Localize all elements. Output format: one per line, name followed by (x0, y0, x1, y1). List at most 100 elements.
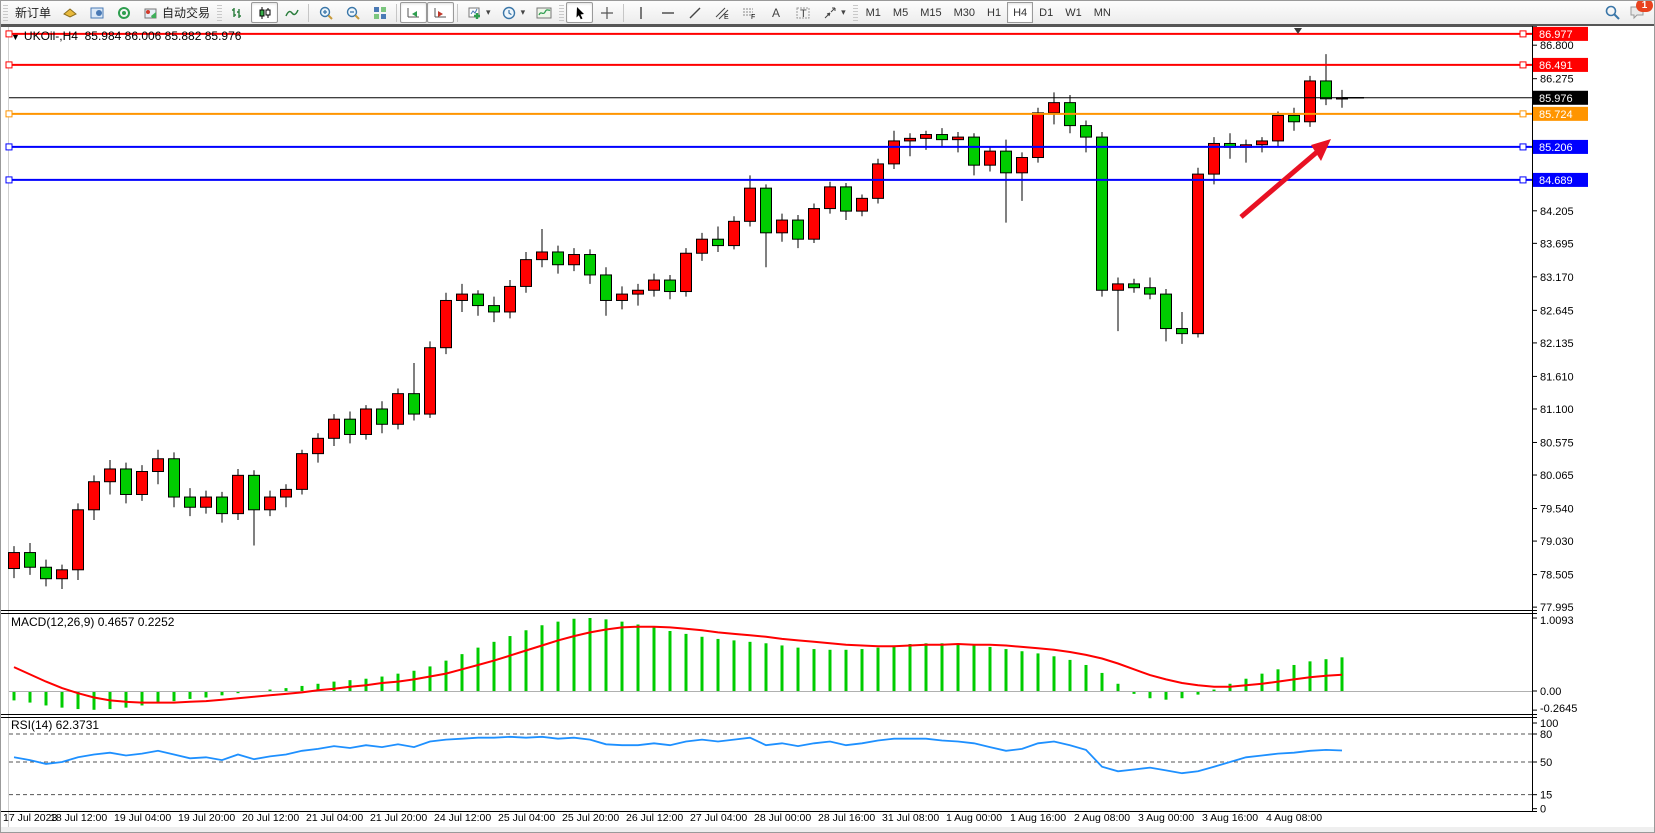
candle-bullish[interactable] (312, 437, 324, 455)
market-watch-button[interactable] (56, 2, 83, 23)
new-order-button[interactable]: 新订单 (10, 2, 56, 23)
signals-button[interactable] (110, 2, 137, 23)
candle-bullish[interactable] (1272, 114, 1284, 142)
candle-bullish[interactable] (616, 293, 628, 301)
candle-bearish[interactable] (472, 293, 484, 307)
candle-bullish[interactable] (504, 285, 516, 313)
candle-bullish[interactable] (296, 453, 308, 490)
candle-bullish[interactable] (680, 252, 692, 293)
timeframe-h4[interactable]: H4 (1007, 2, 1034, 23)
candle-bullish[interactable] (424, 347, 436, 415)
arrows-button[interactable]: ▾ (816, 2, 851, 23)
zoom-in-button[interactable] (312, 2, 339, 23)
candle-bullish[interactable] (200, 496, 212, 508)
toolbar-grip[interactable] (852, 4, 858, 21)
candle-bullish[interactable] (104, 468, 116, 483)
candle-bullish[interactable] (824, 186, 836, 210)
candle-bearish[interactable] (584, 254, 596, 276)
candle-bullish[interactable] (1192, 173, 1204, 335)
level-drag-handle[interactable] (5, 143, 13, 151)
candle-bullish[interactable] (56, 569, 68, 580)
candle-bullish[interactable] (648, 279, 660, 291)
candle-bullish[interactable] (88, 481, 100, 511)
vertical-line-button[interactable] (627, 2, 654, 23)
candle-bearish[interactable] (1128, 283, 1140, 289)
candle-bearish[interactable] (552, 251, 564, 266)
timeframe-m1[interactable]: M1 (865, 6, 881, 19)
trendline-button[interactable] (681, 2, 708, 23)
level-drag-handle[interactable] (5, 176, 13, 184)
candle-bullish[interactable] (856, 197, 868, 212)
level-drag-handle[interactable] (5, 61, 13, 69)
candle-bearish[interactable] (1144, 287, 1156, 295)
candle-bearish[interactable] (344, 418, 356, 435)
candle-bearish[interactable] (40, 566, 52, 580)
candle-bullish[interactable] (1016, 157, 1028, 174)
candle-bullish[interactable] (328, 418, 340, 439)
toolbar-grip[interactable] (559, 4, 565, 21)
candle-bearish[interactable] (600, 274, 612, 301)
candle-bullish[interactable] (440, 299, 452, 349)
candle-bearish[interactable] (1320, 80, 1332, 100)
new-chart-button[interactable]: ▾ (461, 2, 496, 23)
candle-bullish[interactable] (952, 136, 964, 141)
timeframe-h1[interactable]: H1 (987, 6, 1002, 19)
chart-shift-marker[interactable] (1294, 28, 1302, 34)
candle-bearish[interactable] (840, 186, 852, 212)
notifications-button[interactable]: 1 (1629, 1, 1653, 21)
candle-bullish[interactable] (632, 289, 644, 295)
candle-bearish[interactable] (24, 552, 36, 568)
search-icon[interactable] (1604, 4, 1621, 21)
data-window-button[interactable] (83, 2, 110, 23)
candle-bullish[interactable] (264, 496, 276, 511)
candle-bearish[interactable] (1080, 125, 1092, 138)
level-drag-handle[interactable] (1519, 61, 1527, 69)
candle-bearish[interactable] (1176, 328, 1188, 335)
candle-bullish[interactable] (776, 219, 788, 234)
candle-bearish[interactable] (1288, 114, 1300, 123)
timeframe-w1[interactable]: W1 (1065, 6, 1082, 19)
candle-bullish[interactable] (1048, 102, 1060, 114)
candle-bearish[interactable] (936, 134, 948, 141)
timeframe-mn[interactable]: MN (1093, 6, 1111, 19)
candle-bullish[interactable] (1032, 112, 1044, 159)
trend-arrow-shaft[interactable] (1239, 150, 1319, 219)
candle-bearish[interactable] (184, 496, 196, 508)
zoom-out-button[interactable] (339, 2, 366, 23)
candle-bullish[interactable] (8, 552, 20, 570)
level-drag-handle[interactable] (5, 30, 13, 38)
candle-bullish[interactable] (360, 408, 372, 435)
candle-bullish[interactable] (808, 208, 820, 240)
candle-bearish[interactable] (1000, 150, 1012, 174)
auto-scroll-button[interactable] (400, 2, 428, 23)
toolbar-grip[interactable] (3, 4, 8, 21)
candle-bearish[interactable] (376, 408, 388, 425)
timeframe-d1[interactable]: D1 (1039, 6, 1054, 19)
candle-bullish[interactable] (1256, 140, 1268, 146)
candle-bearish[interactable] (248, 474, 260, 511)
chart-shift-button[interactable] (427, 2, 455, 23)
candle-bearish[interactable] (968, 136, 980, 166)
candle-bullish[interactable] (696, 238, 708, 254)
candle-bearish[interactable] (488, 305, 500, 313)
channel-button[interactable]: E (708, 2, 735, 23)
candle-bullish[interactable] (568, 254, 580, 266)
candle-bearish[interactable] (408, 393, 420, 415)
autotrading-button[interactable]: 自动交易 (137, 2, 215, 23)
candle-bullish[interactable] (392, 393, 404, 425)
candle-bullish[interactable] (888, 140, 900, 165)
candle-bullish[interactable] (72, 509, 84, 571)
cursor-button[interactable] (566, 2, 594, 23)
indicator-list-collapse-icon[interactable]: ▼ (11, 32, 20, 42)
candle-bullish[interactable] (744, 187, 756, 222)
candle-bullish[interactable] (536, 251, 548, 261)
level-drag-handle[interactable] (1519, 30, 1527, 38)
candle-bearish[interactable] (664, 279, 676, 293)
candle-bearish[interactable] (120, 468, 132, 495)
text-label-button[interactable]: T (789, 2, 816, 23)
candle-bearish[interactable] (1160, 293, 1172, 330)
candle-bullish[interactable] (1112, 283, 1124, 291)
toolbar-grip[interactable] (217, 4, 223, 21)
candle-bullish[interactable] (456, 293, 468, 301)
